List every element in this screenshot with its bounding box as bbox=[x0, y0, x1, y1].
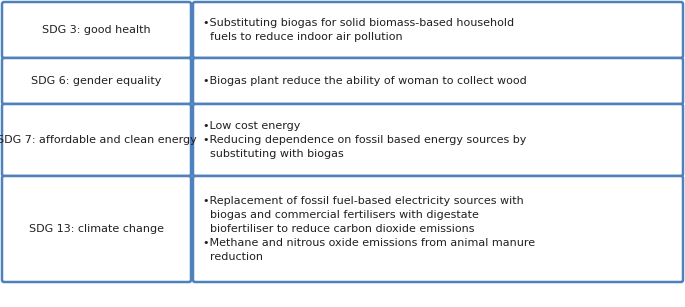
FancyBboxPatch shape bbox=[193, 58, 683, 104]
Text: •Biogas plant reduce the ability of woman to collect wood: •Biogas plant reduce the ability of woma… bbox=[203, 76, 527, 86]
FancyBboxPatch shape bbox=[2, 2, 191, 58]
FancyBboxPatch shape bbox=[2, 176, 191, 282]
Text: SDG 6: gender equality: SDG 6: gender equality bbox=[32, 76, 162, 86]
FancyBboxPatch shape bbox=[193, 104, 683, 176]
Text: SDG 7: affordable and clean energy: SDG 7: affordable and clean energy bbox=[0, 135, 197, 145]
Text: SDG 3: good health: SDG 3: good health bbox=[42, 25, 151, 35]
FancyBboxPatch shape bbox=[193, 2, 683, 58]
Text: •Replacement of fossil fuel-based electricity sources with
  biogas and commerci: •Replacement of fossil fuel-based electr… bbox=[203, 196, 535, 262]
FancyBboxPatch shape bbox=[2, 58, 191, 104]
Text: •Substituting biogas for solid biomass-based household
  fuels to reduce indoor : •Substituting biogas for solid biomass-b… bbox=[203, 18, 514, 42]
FancyBboxPatch shape bbox=[2, 104, 191, 176]
Text: SDG 13: climate change: SDG 13: climate change bbox=[29, 224, 164, 234]
Text: •Low cost energy
•Reducing dependence on fossil based energy sources by
  substi: •Low cost energy •Reducing dependence on… bbox=[203, 121, 526, 159]
FancyBboxPatch shape bbox=[193, 176, 683, 282]
